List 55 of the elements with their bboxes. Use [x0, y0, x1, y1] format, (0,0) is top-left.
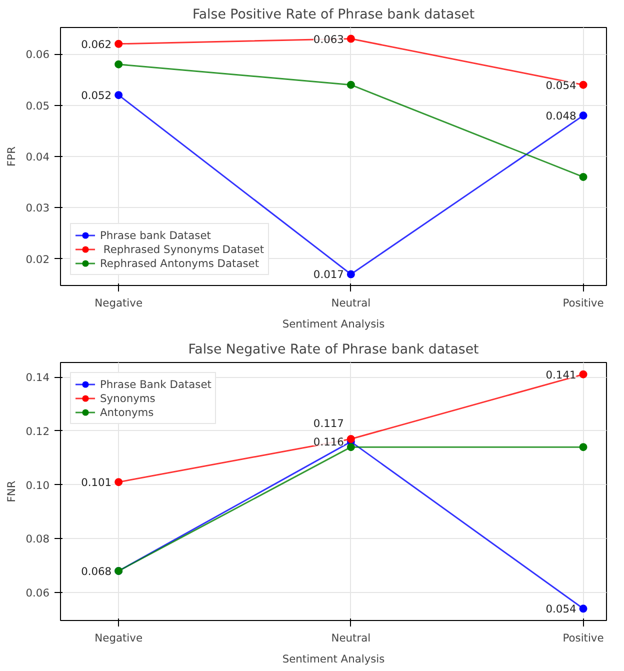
point: [579, 112, 588, 120]
x-tick-label: Negative: [94, 296, 142, 310]
x-tick-label: Positive: [562, 632, 604, 644]
y-axis-title: FNR: [4, 480, 18, 502]
y-tick-label: 0.14: [26, 371, 50, 384]
data-label: 0.068: [81, 564, 112, 578]
data-label: 0.063: [313, 32, 344, 46]
data-label: 0.052: [81, 89, 112, 102]
point: [346, 80, 355, 89]
x-tick-label: Neutral: [331, 632, 371, 644]
y-tick-label: 0.06: [26, 48, 50, 62]
point: [579, 80, 588, 89]
point: [579, 370, 588, 378]
y-tick-label: 0.06: [26, 586, 50, 600]
point: [114, 91, 123, 100]
data-label: 0.054: [546, 78, 576, 92]
y-tick-label: 0.08: [26, 532, 50, 546]
x-axis-title: Sentiment Analysis: [282, 652, 386, 666]
y-tick-label: 0.05: [26, 99, 50, 112]
x-axis-title: Sentiment Analysis: [282, 318, 386, 330]
legend-label: Rephrased Synonyms Dataset: [102, 242, 264, 256]
point: [579, 443, 588, 452]
legend-label: Phrase bank Dataset: [100, 228, 211, 242]
data-label: 0.017: [313, 268, 344, 282]
y-tick-label: 0.03: [26, 202, 50, 215]
data-label: 0.062: [81, 38, 112, 51]
point: [346, 443, 355, 452]
point: [579, 604, 588, 613]
x-tick-label: Neutral: [331, 296, 371, 310]
y-tick-label: 0.12: [26, 424, 50, 438]
legend-label: Synonyms: [100, 391, 156, 405]
point: [346, 34, 355, 43]
x-tick-label: Positive: [562, 296, 604, 310]
legend-label: Rephrased Antonyms Dataset: [100, 256, 260, 270]
point: [346, 270, 355, 278]
y-tick-label: 0.04: [26, 150, 50, 164]
y-tick-label: 0.10: [26, 478, 50, 492]
point: [114, 40, 123, 48]
point: [114, 478, 123, 486]
y-axis-title: FPR: [4, 146, 18, 166]
data-label: 0.101: [81, 476, 112, 490]
point: [114, 60, 123, 68]
point: [346, 434, 355, 443]
x-tick-label: Negative: [94, 632, 142, 644]
chart-title: False Positive Rate of Phrase bank dataset: [192, 8, 475, 22]
data-label: 0.054: [546, 602, 576, 616]
legend-label: Phrase Bank Dataset: [100, 377, 212, 391]
data-label: 0.048: [546, 110, 576, 123]
data-label: 0.141: [546, 368, 576, 382]
chart-title: False Negative Rate of Phrase bank dataset: [188, 342, 479, 358]
point: [579, 172, 588, 181]
data-label: 0.116: [313, 436, 344, 449]
data-label: 0.117: [313, 416, 344, 430]
legend-label: Antonyms: [100, 405, 154, 419]
y-tick-label: 0.02: [26, 252, 50, 266]
